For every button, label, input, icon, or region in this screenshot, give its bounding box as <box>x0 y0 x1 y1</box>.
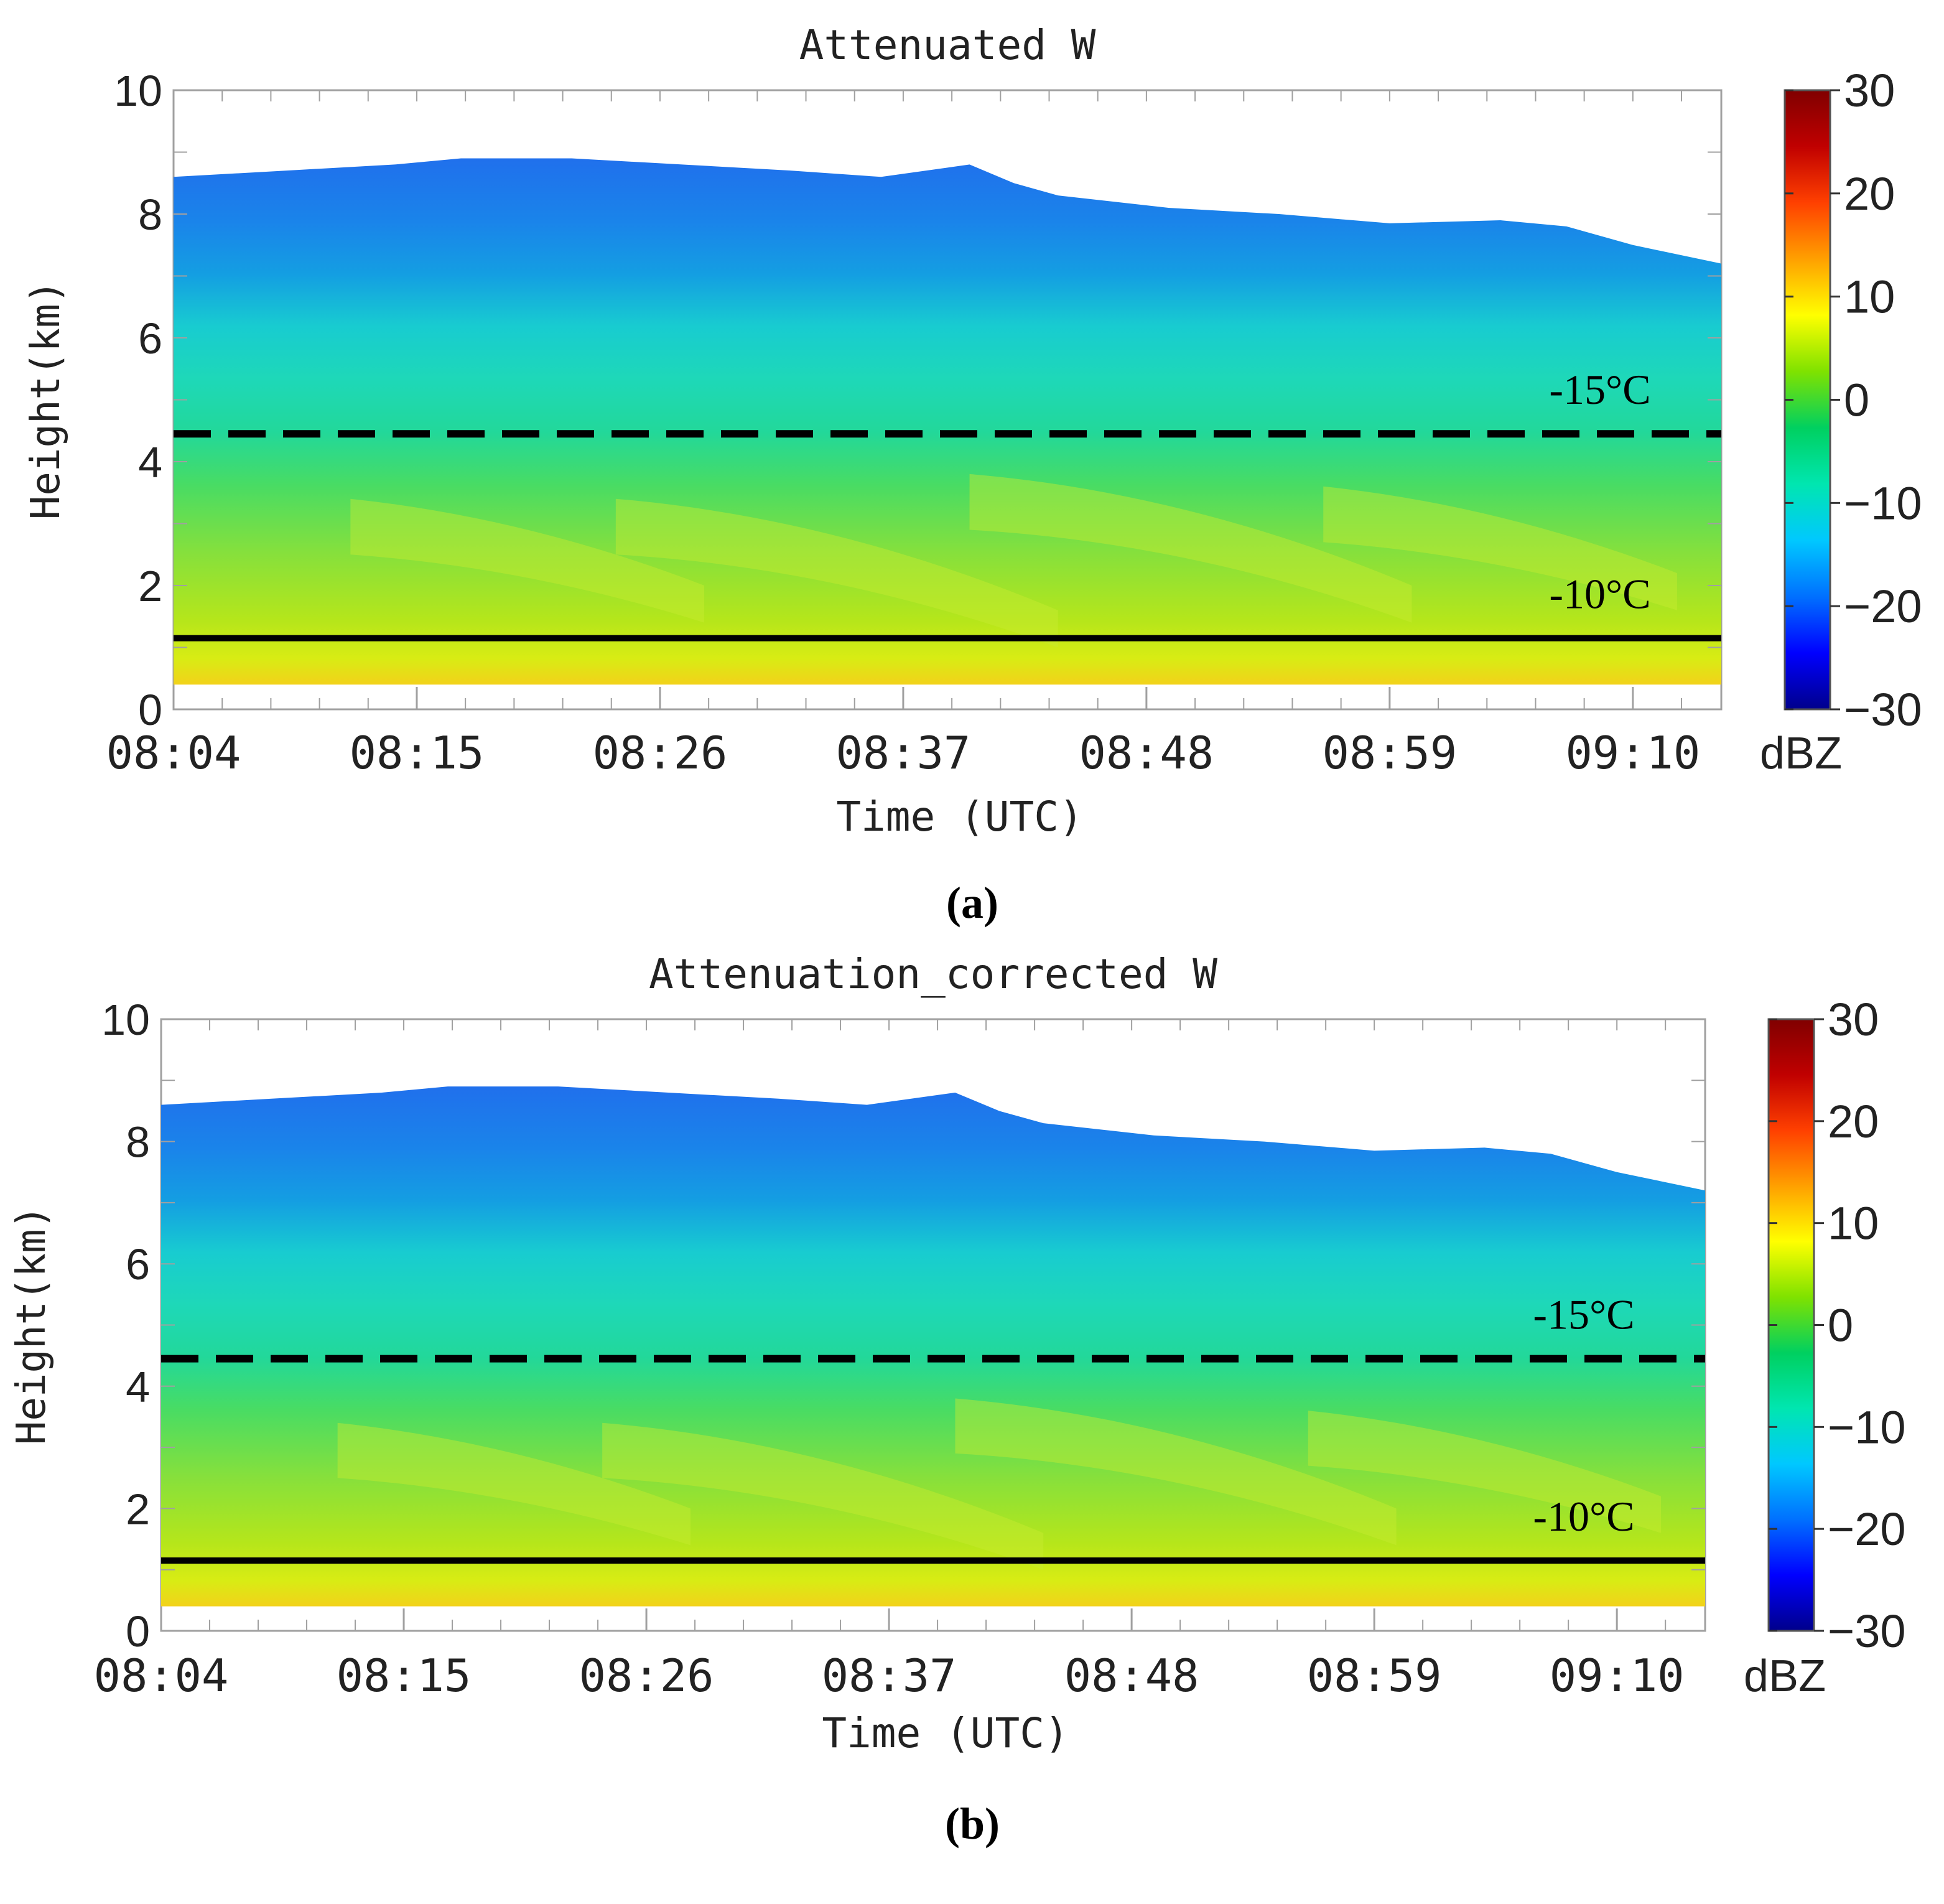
colorbar-tick-label: −30 <box>1828 1605 1906 1657</box>
fall-streak <box>969 474 1412 623</box>
colorbar-tick-label: −20 <box>1828 1503 1906 1555</box>
panel-1: -15°C -10°C 0 2 4 6 8 10 08:04 08:15 08:26 08:37 08:… <box>23 21 1922 928</box>
x-tick-label: 08:15 <box>337 1650 472 1702</box>
y-tick-label: 2 <box>138 562 162 610</box>
colorbar-tick-label: 10 <box>1828 1198 1879 1249</box>
y-axis-label: Height(km) <box>9 1205 55 1445</box>
x-tick-label: 08:59 <box>1322 727 1457 779</box>
colorbar-tick-label: 30 <box>1828 994 1879 1045</box>
isotherm-label: -10°C <box>1549 571 1650 618</box>
fall-streak <box>1308 1411 1662 1533</box>
x-tick-label: 08:48 <box>1064 1650 1199 1702</box>
x-axis-label: Time (UTC) <box>836 793 1083 841</box>
colorbar-tick-label: 10 <box>1844 271 1895 323</box>
x-tick-label: 09:10 <box>1565 727 1700 779</box>
chart-title: Attenuation_corrected W <box>649 950 1217 998</box>
y-tick-label: 6 <box>138 314 162 363</box>
y-tick-label: 10 <box>101 996 150 1044</box>
fall-streak <box>955 1398 1397 1546</box>
x-tick-label: 08:37 <box>836 727 971 779</box>
colorbar-tick-label: −20 <box>1844 581 1922 632</box>
y-tick-label: 8 <box>138 190 162 239</box>
fall-streak <box>337 1422 691 1546</box>
colorbar-unit-label: dBZ <box>1744 1651 1826 1701</box>
y-tick-label: 0 <box>126 1607 150 1656</box>
isotherm-label: -15°C <box>1533 1291 1634 1338</box>
x-axis-label: Time (UTC) <box>822 1709 1069 1757</box>
colorbar-tick-label: −10 <box>1828 1401 1906 1453</box>
x-tick-label: 08:04 <box>106 727 241 779</box>
fall-streak <box>1323 486 1677 610</box>
fall-streak <box>350 498 705 623</box>
fall-streak <box>615 498 1058 648</box>
reflectivity-field <box>161 1086 1705 1607</box>
y-tick-label: 6 <box>126 1240 150 1289</box>
x-tick-label: 08:15 <box>350 727 485 779</box>
fall-streak <box>602 1422 1044 1570</box>
echo-region <box>174 158 1721 685</box>
colorbar-unit-label: dBZ <box>1760 729 1842 778</box>
y-axis-label: Height(km) <box>23 280 69 520</box>
y-tick-label: 0 <box>138 686 162 734</box>
y-tick-label: 10 <box>114 67 162 115</box>
echo-region <box>161 1086 1705 1607</box>
colorbar-tick-label: 0 <box>1844 375 1869 426</box>
x-tick-label: 08:26 <box>593 727 728 779</box>
panel-label: (a) <box>946 878 998 928</box>
colorbar-tick-label: 30 <box>1844 65 1895 116</box>
colorbar-tick-label: −30 <box>1844 684 1922 735</box>
x-tick-label: 09:10 <box>1550 1650 1685 1702</box>
colorbar-tick-label: −10 <box>1844 477 1922 529</box>
panel-label: (b) <box>945 1799 1000 1849</box>
y-tick-label: 8 <box>126 1118 150 1167</box>
y-tick-label: 4 <box>126 1363 150 1411</box>
colorbar-tick-label: 20 <box>1828 1096 1879 1147</box>
y-tick-label: 4 <box>138 438 162 487</box>
x-tick-label: 08:37 <box>822 1650 957 1702</box>
isotherm-label: -10°C <box>1533 1493 1634 1540</box>
reflectivity-field <box>174 158 1721 685</box>
panel-2: -15°C -10°C 0 2 4 6 8 10 08:04 08:15 08:26 08:37 08:… <box>9 950 1906 1849</box>
y-tick-label: 2 <box>126 1485 150 1533</box>
colorbar-tick-label: 20 <box>1844 168 1895 220</box>
x-tick-label: 08:59 <box>1307 1650 1442 1702</box>
x-tick-label: 08:48 <box>1079 727 1214 779</box>
x-tick-label: 08:04 <box>94 1650 229 1702</box>
chart-title: Attenuated W <box>799 21 1096 69</box>
colorbar-tick-label: 0 <box>1828 1300 1853 1351</box>
isotherm-label: -15°C <box>1549 366 1650 413</box>
x-tick-label: 08:26 <box>579 1650 714 1702</box>
